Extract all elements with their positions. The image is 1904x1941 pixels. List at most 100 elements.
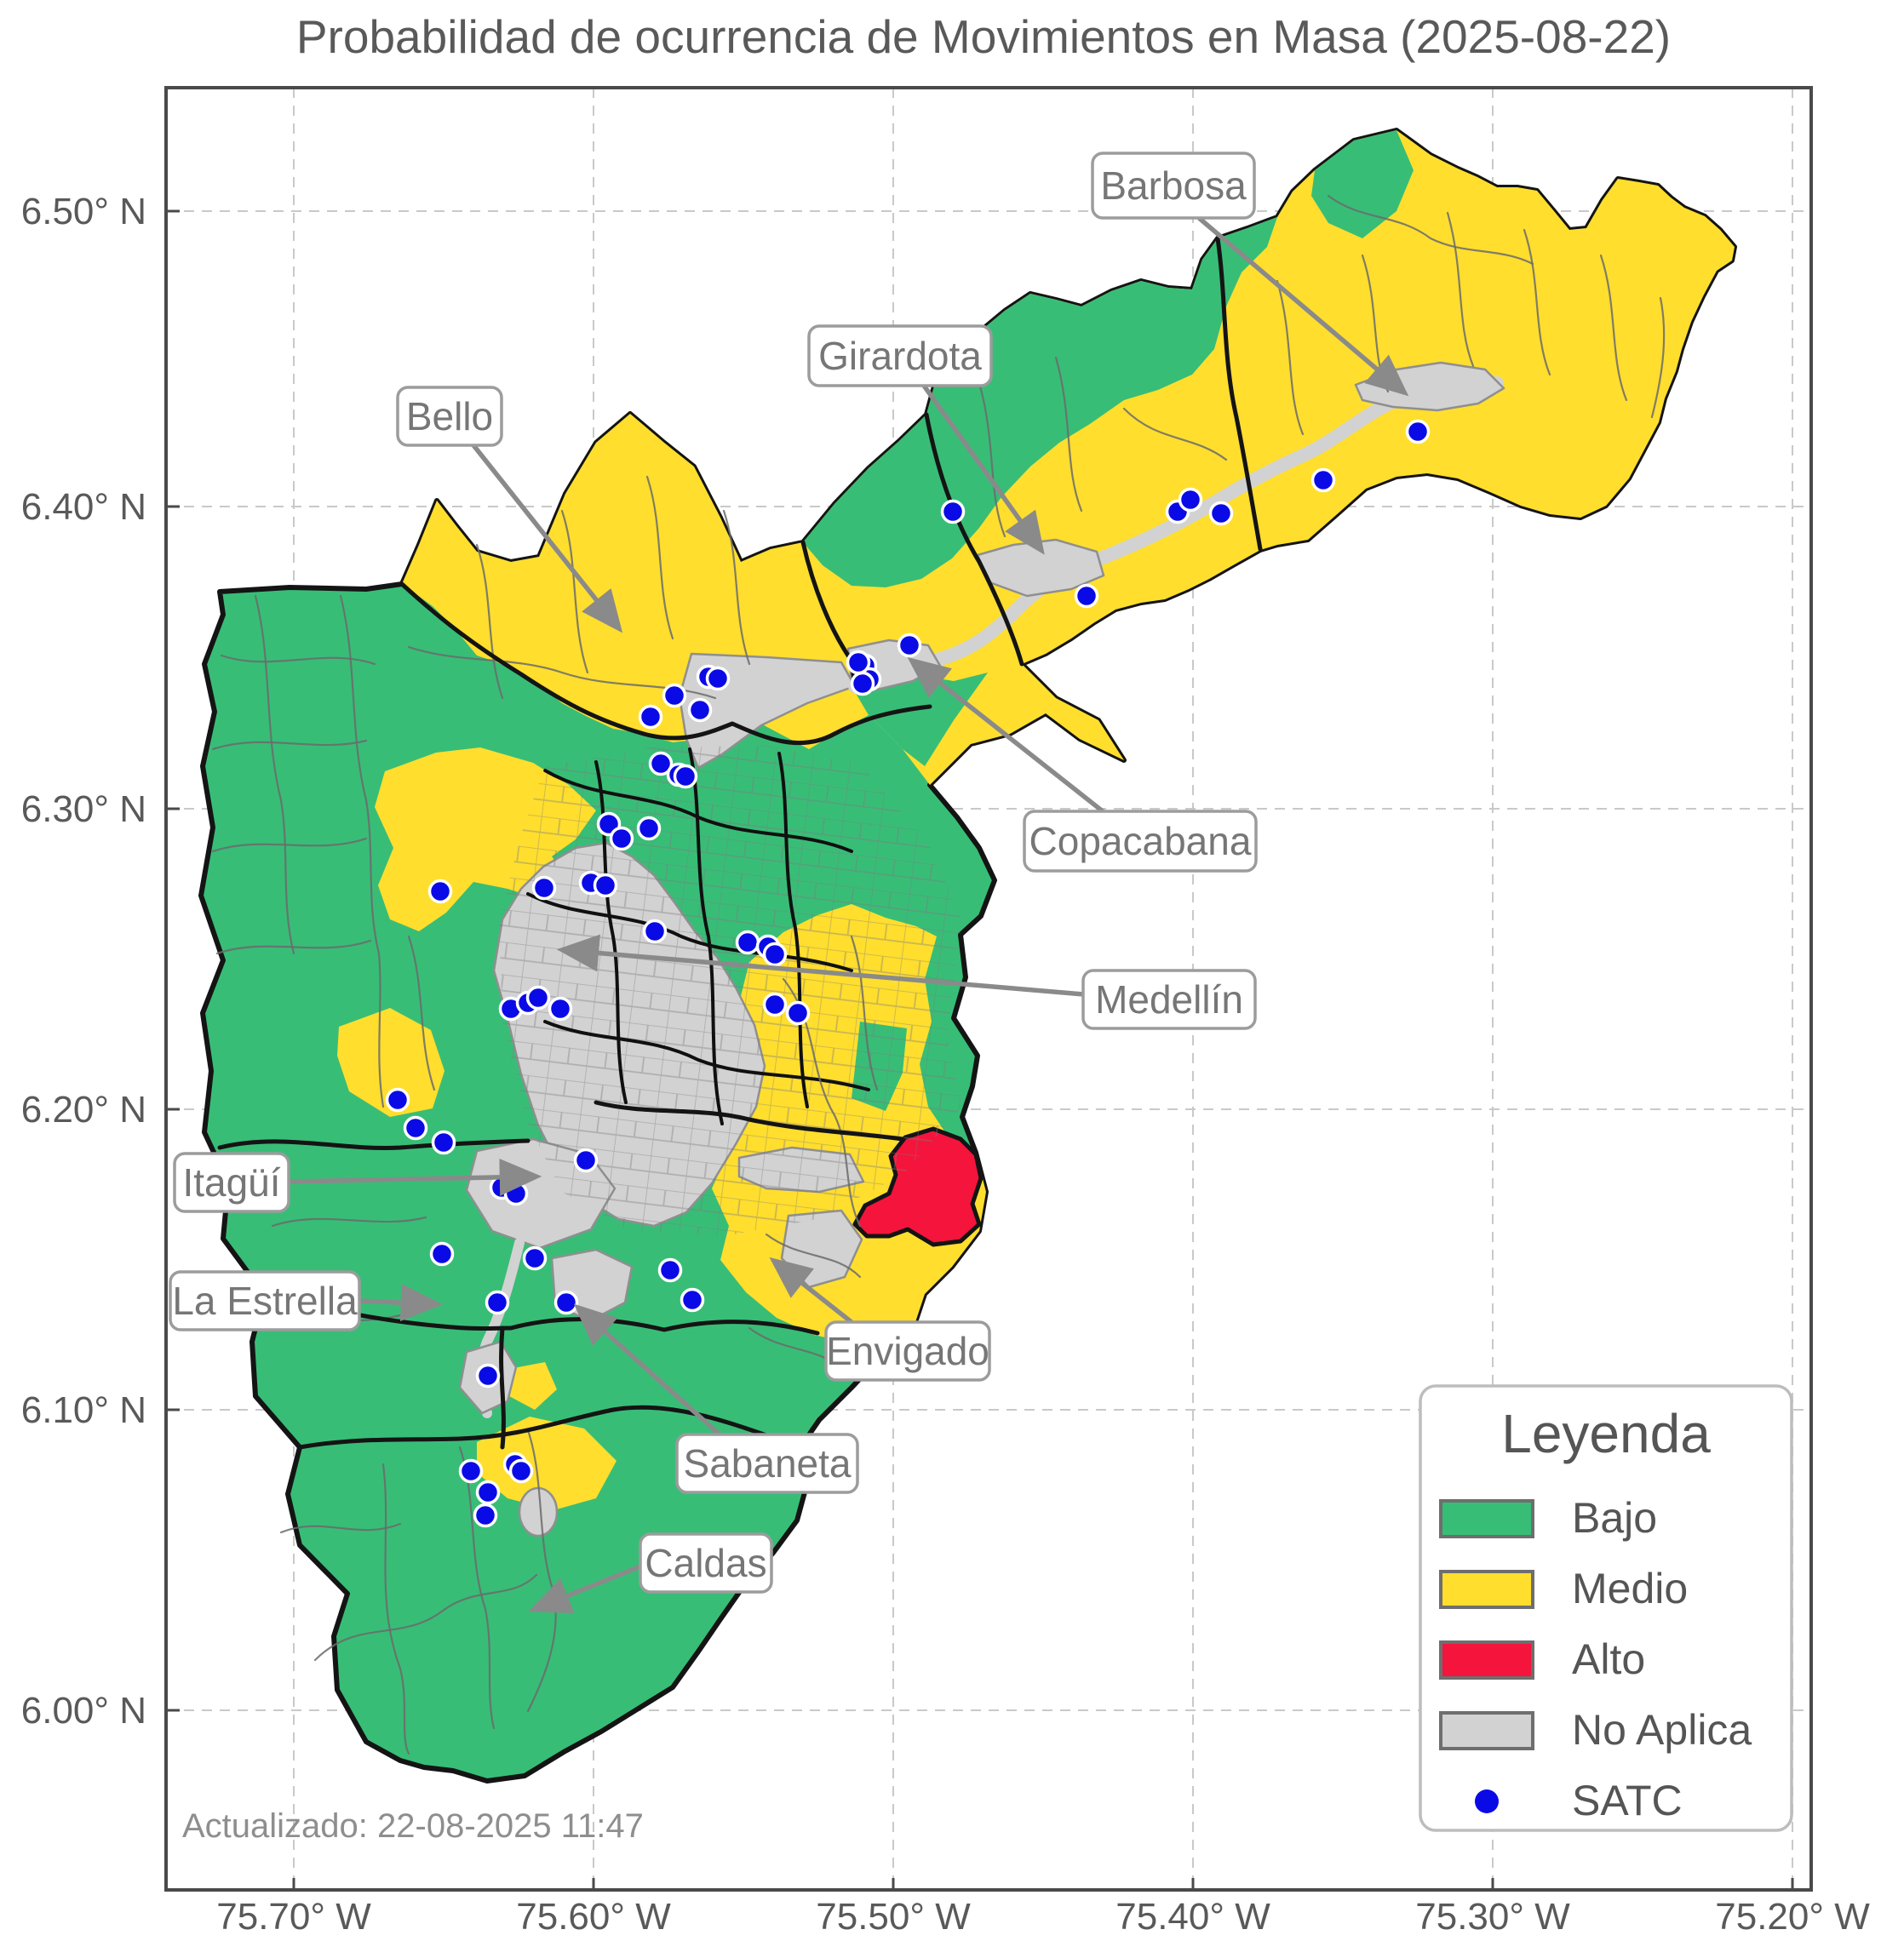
callout-envigado: Envigado [769, 1257, 991, 1382]
callout-itagui: Itagüí [173, 1152, 542, 1213]
satc-dot [431, 1130, 456, 1155]
y-tick-label: 6.50° N [21, 191, 146, 232]
callout-label-envigado: Envigado [826, 1329, 989, 1373]
satc-dot [648, 751, 674, 776]
satc-dot [1208, 501, 1234, 526]
x-tick-label: 75.40° W [1115, 1896, 1270, 1938]
callout-arrow-sabaneta [573, 1303, 721, 1437]
axes: 75.70° W 75.60° W 75.50° W 75.40° W 75.30° W… [21, 191, 1870, 1938]
plot-border [164, 86, 1813, 1892]
region-medio-norte [402, 130, 1735, 785]
satc-dot [642, 919, 668, 944]
callout-arrow-girardota [921, 384, 1045, 555]
satc-dot [385, 1087, 410, 1113]
satc-dot [475, 1363, 501, 1388]
y-tick-label: 6.20° N [21, 1089, 146, 1131]
callout-arrow-barbosa [1197, 215, 1409, 397]
callout-arrow-bello [471, 444, 623, 633]
callout-label-itagui: Itagüí [182, 1160, 280, 1205]
legend-label-medio: Medio [1572, 1565, 1688, 1612]
municipal-borders [217, 236, 1263, 1450]
satc-stations [385, 419, 1431, 1528]
legend-swatch-medio [1439, 1570, 1534, 1609]
satc-dot [762, 942, 788, 967]
x-tick-label: 75.70° W [216, 1896, 371, 1938]
callout-box-itagui [173, 1152, 290, 1213]
callout-box-la-estrella [169, 1270, 361, 1331]
satc-dot [687, 697, 713, 723]
satc-dot [762, 992, 788, 1017]
satc-dot [1310, 467, 1336, 493]
satc-dot [429, 1241, 455, 1267]
callout-box-girardota [807, 324, 993, 387]
satc-dot [525, 985, 551, 1011]
map-art [198, 128, 1737, 1784]
satc-dot [673, 764, 698, 789]
callout-arrow-caldas [528, 1564, 642, 1613]
region-medio-patch-s [477, 1417, 617, 1510]
callout-label-la-estrella: La Estrella [172, 1279, 358, 1323]
callout-label-copacabana: Copacabana [1029, 819, 1252, 863]
urban-river-strip [848, 376, 1504, 693]
satc-dot [548, 996, 573, 1022]
satc-dot [553, 1290, 579, 1315]
legend-label-satc: SATC [1572, 1777, 1683, 1824]
x-tick-label: 75.30° W [1415, 1896, 1570, 1938]
callout-arrow-itagui [288, 1158, 542, 1196]
legend-label-bajo: Bajo [1572, 1494, 1657, 1542]
satc-dot [940, 499, 966, 524]
satc-dot [657, 1257, 683, 1283]
satc-dot [735, 930, 760, 955]
region-bajo-barbosa-nw [1311, 130, 1414, 238]
legend-swatch-no_aplica [1439, 1711, 1534, 1750]
updated-timestamp: Actualizado: 22-08-2025 11:47 [182, 1807, 644, 1845]
legend-label-alto: Alto [1572, 1635, 1645, 1683]
satc-dot [785, 1000, 811, 1026]
satc-dot [458, 1458, 484, 1484]
satc-dot [508, 1458, 534, 1484]
satc-dot [1178, 487, 1203, 512]
satc-dot [473, 1503, 498, 1528]
chart-title: Probabilidad de ocurrencia de Movimiento… [296, 10, 1671, 63]
callout-arrow-medellin [556, 934, 1084, 997]
satc-dot [680, 1287, 705, 1313]
callout-label-sabaneta: Sabaneta [684, 1441, 852, 1486]
satc-dot [850, 671, 875, 696]
callout-arrow-la-estrella [358, 1284, 444, 1322]
callout-label-bello: Bello [406, 394, 493, 438]
callout-label-caldas: Caldas [645, 1541, 766, 1585]
x-tick-label: 75.50° W [816, 1896, 971, 1938]
satc-dot [593, 873, 618, 898]
callout-box-medellin [1081, 969, 1257, 1030]
callout-label-medellin: Medellín [1095, 977, 1243, 1022]
satc-dot [609, 826, 634, 851]
satc-dot [897, 633, 922, 658]
callout-barbosa: Barbosa [1091, 152, 1409, 397]
satc-dot [531, 875, 557, 901]
legend: Leyenda Bajo Medio Alto No Aplica SATC [1419, 1384, 1793, 1832]
region-medio-patch-estrella [509, 1362, 557, 1410]
callout-box-barbosa [1091, 152, 1256, 220]
legend-title: Leyenda [1501, 1403, 1711, 1464]
callout-sabaneta: Sabaneta [573, 1303, 859, 1494]
satc-dot [485, 1290, 510, 1315]
callout-box-copacabana [1023, 810, 1258, 873]
satc-dot [636, 816, 662, 841]
callout-arrow-envigado [769, 1257, 853, 1325]
legend-dot-satc [1475, 1789, 1499, 1813]
y-tick-label: 6.10° N [21, 1389, 146, 1431]
callout-box-bello [396, 386, 503, 447]
callout-arrow-copacabana [907, 656, 1104, 814]
x-tick-label: 75.60° W [516, 1896, 671, 1938]
satc-dot [638, 704, 663, 730]
satc-dot [662, 683, 687, 708]
satc-dot [1405, 419, 1431, 444]
callout-medellin: Medellín [556, 934, 1257, 1030]
y-tick-label: 6.00° N [21, 1690, 146, 1732]
callout-girardota: Girardota [807, 324, 1045, 555]
callout-caldas: Caldas [528, 1532, 773, 1613]
region-bajo-banda-nw [803, 217, 1277, 587]
callout-label-barbosa: Barbosa [1100, 163, 1247, 208]
x-tick-label: 75.20° W [1715, 1896, 1870, 1938]
